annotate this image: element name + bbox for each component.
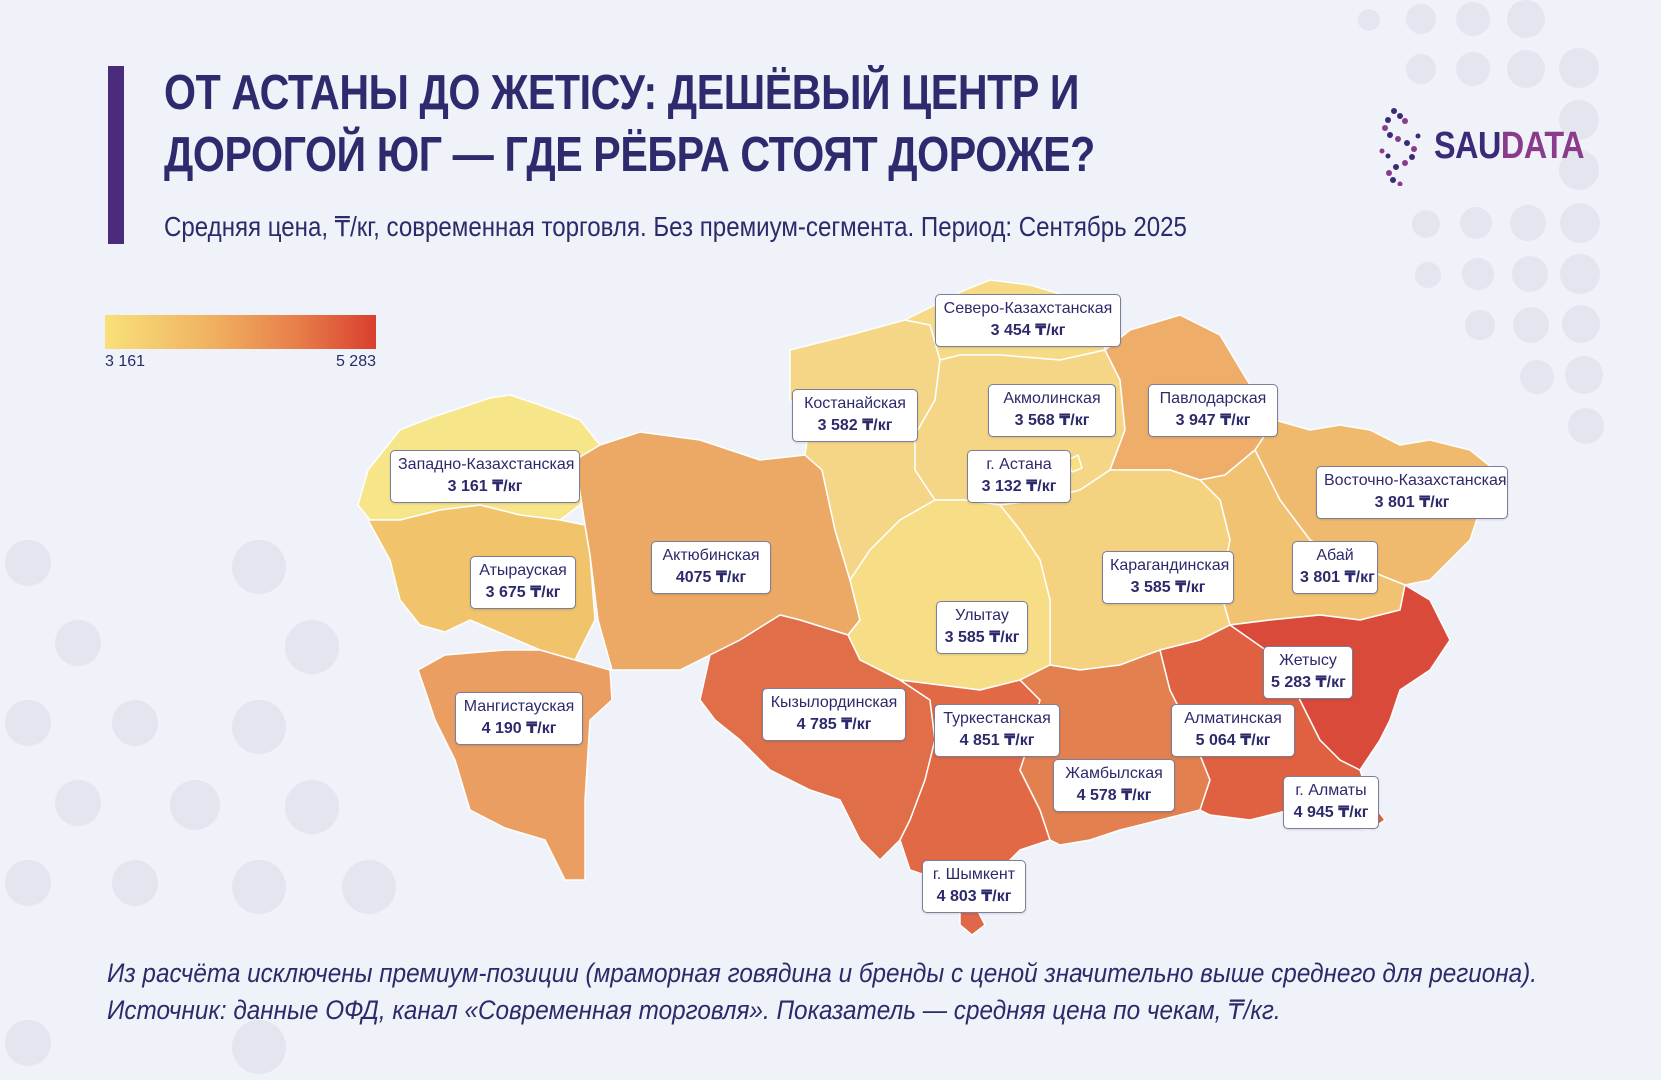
- footnote: Из расчёта исключены премиум-позиции (мр…: [107, 955, 1537, 1029]
- region-label-almaty-region: Алматинская 5 064 ₸/кг: [1171, 704, 1295, 757]
- region-label-almaty-city: г. Алматы 4 945 ₸/кг: [1283, 776, 1379, 829]
- region-label-atyrau: Атырауская 3 675 ₸/кг: [470, 556, 576, 609]
- region-label-ulytau: Улытау 3 585 ₸/кг: [936, 601, 1028, 654]
- region-label-turkestan: Туркестанская 4 851 ₸/кг: [934, 704, 1060, 757]
- dna-helix-icon: [1379, 108, 1421, 186]
- logo-wordmark: SAUDATA: [1434, 124, 1585, 167]
- legend-max-label: 5 283: [335, 353, 376, 370]
- title-line-2: ДОРОГОЙ ЮГ — ГДЕ РЁБРА СТОЯТ ДОРОЖЕ?: [164, 128, 1095, 182]
- region-label-zhambyl: Жамбылская 4 578 ₸/кг: [1053, 759, 1175, 812]
- region-label-shymkent: г. Шымкент 4 803 ₸/кг: [922, 860, 1026, 913]
- title-accent-bar: [108, 66, 124, 244]
- region-label-kostanay: Костанайская 3 582 ₸/кг: [792, 389, 918, 442]
- subtitle: Средняя цена, ₸/кг, современная торговля…: [164, 211, 1187, 242]
- region-label-zhetysu: Жетысу 5 283 ₸/кг: [1263, 646, 1353, 699]
- region-label-pavlodar: Павлодарская 3 947 ₸/кг: [1148, 384, 1278, 437]
- region-label-akmola: Акмолинская 3 568 ₸/кг: [988, 384, 1116, 437]
- region-label-north-kazakhstan: Северо-Казахстанская 3 454 ₸/кг: [935, 294, 1121, 347]
- color-legend: 3 161 5 283: [105, 315, 376, 371]
- legend-gradient-bar: [105, 315, 376, 349]
- legend-min-label: 3 161: [105, 353, 146, 370]
- region-label-east-kazakhstan: Восточно-Казахстанская 3 801 ₸/кг: [1316, 466, 1508, 519]
- region-label-west-kazakhstan: Западно-Казахстанская 3 161 ₸/кг: [390, 450, 580, 503]
- region-label-kyzylorda: Кызылординская 4 785 ₸/кг: [762, 688, 906, 741]
- footnote-line-2: Источник: данные ОФД, канал «Современная…: [107, 995, 1281, 1025]
- footnote-line-1: Из расчёта исключены премиум-позиции (мр…: [107, 958, 1538, 988]
- saudata-logo: SAUDATA: [1378, 106, 1611, 186]
- region-label-abay: Абай 3 801 ₸/кг: [1292, 541, 1378, 594]
- region-label-astana-city: г. Астана 3 132 ₸/кг: [967, 450, 1071, 503]
- region-mangystau: [417, 649, 613, 881]
- region-label-mangystau: Мангистауская 4 190 ₸/кг: [455, 692, 583, 745]
- title-line-1: ОТ АСТАНЫ ДО ЖЕТІСУ: ДЕШЁВЫЙ ЦЕНТР И: [164, 66, 1080, 120]
- page-title: ОТ АСТАНЫ ДО ЖЕТІСУ: ДЕШЁВЫЙ ЦЕНТР И ДОР…: [164, 62, 1095, 186]
- region-label-aktobe: Актюбинская 4075 ₸/кг: [651, 541, 771, 594]
- region-label-karaganda: Карагандинская 3 585 ₸/кг: [1102, 551, 1234, 604]
